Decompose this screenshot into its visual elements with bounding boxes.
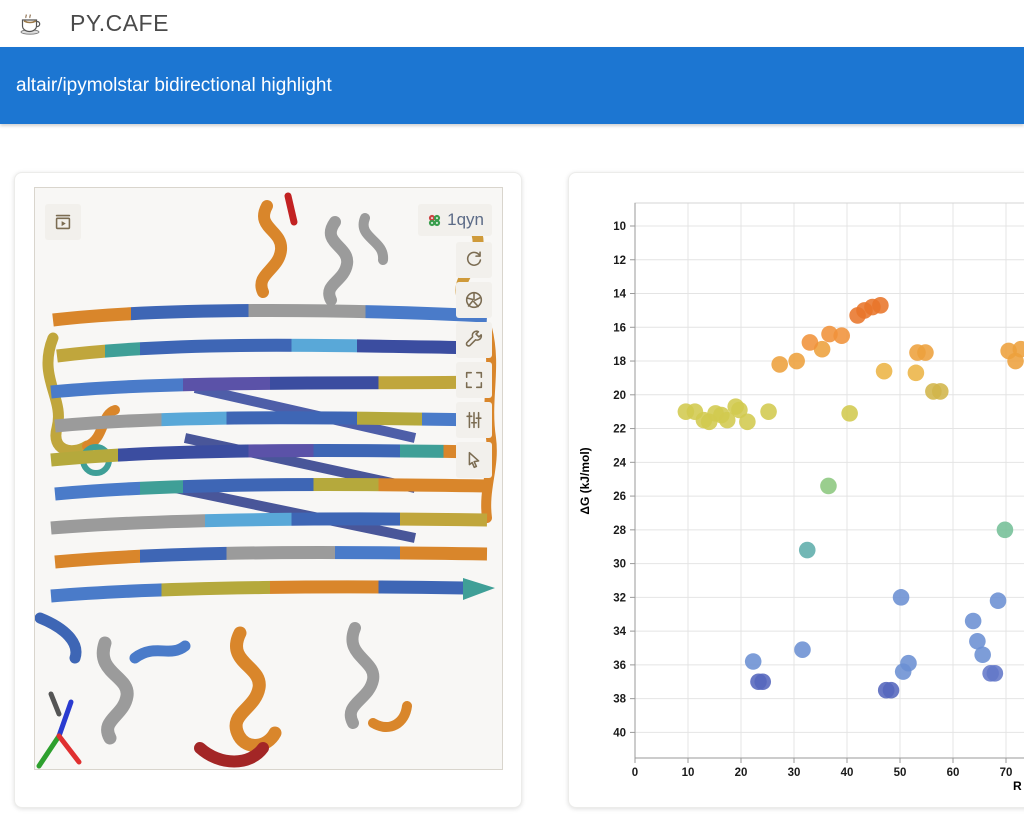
data-point[interactable] bbox=[882, 681, 900, 699]
reset-camera-icon bbox=[466, 251, 482, 266]
app-header: PY.CAFE bbox=[0, 0, 1024, 47]
controls-button[interactable] bbox=[456, 322, 492, 358]
y-tick-label: 30 bbox=[613, 559, 626, 571]
y-tick-label: 34 bbox=[613, 626, 626, 638]
brand-title: PY.CAFE bbox=[70, 10, 169, 36]
settings-button[interactable] bbox=[456, 402, 492, 438]
y-tick-label: 40 bbox=[613, 727, 626, 739]
data-point[interactable] bbox=[788, 352, 805, 370]
screenshot-icon bbox=[465, 291, 483, 309]
data-point[interactable] bbox=[820, 477, 837, 495]
expand-panel-icon bbox=[55, 214, 71, 230]
selection-mode-button[interactable] bbox=[456, 442, 492, 478]
data-point[interactable] bbox=[872, 297, 889, 314]
x-tick-label: 60 bbox=[947, 767, 960, 779]
y-tick-label: 12 bbox=[613, 255, 626, 267]
coffee-cup-icon bbox=[20, 13, 41, 35]
pdb-flower-icon bbox=[429, 214, 441, 226]
data-point[interactable] bbox=[754, 673, 772, 691]
y-tick-label: 28 bbox=[613, 525, 626, 537]
data-point[interactable] bbox=[731, 401, 748, 419]
y-tick-label: 38 bbox=[613, 694, 626, 706]
data-point[interactable] bbox=[892, 589, 910, 606]
data-point[interactable] bbox=[821, 325, 838, 343]
y-tick-label: 24 bbox=[613, 457, 626, 469]
y-tick-label: 36 bbox=[613, 660, 626, 672]
y-tick-label: 14 bbox=[613, 289, 626, 301]
x-tick-label: 70 bbox=[1000, 767, 1013, 779]
data-point[interactable] bbox=[875, 362, 893, 380]
fullscreen-button[interactable] bbox=[456, 362, 492, 398]
altair-chart-card: 0 10 20 30 40 50 60 70 10 12 14 16 18 20 22 24 26 28 30 32 3… bbox=[568, 172, 1024, 808]
data-point[interactable] bbox=[989, 592, 1007, 610]
data-point[interactable] bbox=[986, 665, 1004, 682]
y-tick-label: 22 bbox=[613, 424, 626, 436]
data-point[interactable] bbox=[744, 653, 762, 670]
data-point[interactable] bbox=[917, 344, 934, 361]
viewer-toolbar bbox=[456, 242, 492, 478]
settings-sliders-icon bbox=[466, 411, 482, 429]
x-tick-label: 30 bbox=[788, 767, 801, 779]
data-point[interactable] bbox=[841, 405, 858, 422]
protein-ribbon-canvas[interactable] bbox=[35, 188, 503, 770]
data-point[interactable] bbox=[900, 654, 917, 672]
project-title: altair/ipymolstar bidirectional highligh… bbox=[16, 74, 332, 96]
expand-viewport-icon bbox=[465, 371, 483, 389]
data-point[interactable] bbox=[794, 641, 811, 658]
data-point[interactable] bbox=[718, 411, 736, 429]
y-tick-label: 10 bbox=[613, 221, 626, 233]
y-tick-label: 32 bbox=[613, 592, 626, 604]
data-point[interactable] bbox=[813, 340, 831, 358]
x-tick-label: 0 bbox=[632, 767, 638, 779]
data-point[interactable] bbox=[760, 403, 777, 420]
screenshot-button[interactable] bbox=[456, 282, 492, 318]
data-point[interactable] bbox=[739, 413, 756, 431]
molstar-viewport[interactable]: 1qyn bbox=[34, 187, 503, 770]
data-point[interactable] bbox=[833, 327, 850, 345]
data-point[interactable] bbox=[801, 334, 819, 351]
y-tick-label: 26 bbox=[613, 491, 626, 503]
y-axis-title: ΔG (kJ/mol) bbox=[578, 447, 592, 514]
y-tick-label: 20 bbox=[613, 390, 626, 402]
project-banner: altair/ipymolstar bidirectional highligh… bbox=[0, 47, 1024, 124]
data-point[interactable] bbox=[931, 383, 949, 400]
selection-cursor-icon bbox=[468, 451, 480, 469]
data-point[interactable] bbox=[798, 541, 816, 559]
data-point[interactable] bbox=[974, 646, 991, 664]
data-point[interactable] bbox=[907, 364, 925, 382]
data-point[interactable] bbox=[771, 356, 788, 373]
molstar-viewer-card: 1qyn bbox=[14, 172, 522, 808]
data-point[interactable] bbox=[1012, 340, 1024, 358]
axes-gizmo-icon bbox=[36, 691, 82, 769]
y-tick-label: 18 bbox=[613, 356, 626, 368]
reset-camera-button[interactable] bbox=[456, 242, 492, 278]
x-tick-label: 20 bbox=[735, 767, 748, 779]
scatter-chart[interactable]: 0 10 20 30 40 50 60 70 10 12 14 16 18 20 22 24 26 28 30 32 3… bbox=[569, 173, 1024, 811]
data-point[interactable] bbox=[969, 632, 986, 650]
controls-wrench-icon bbox=[465, 330, 483, 347]
pdb-entry-chip[interactable]: 1qyn bbox=[418, 204, 492, 236]
x-tick-label: 40 bbox=[841, 767, 854, 779]
pdb-id-label: 1qyn bbox=[447, 210, 484, 229]
x-tick-label: 50 bbox=[894, 767, 907, 779]
x-tick-label: 10 bbox=[682, 767, 695, 779]
data-point[interactable] bbox=[996, 521, 1014, 539]
y-tick-label: 16 bbox=[613, 322, 626, 334]
expand-panel-button[interactable] bbox=[45, 204, 81, 240]
data-point[interactable] bbox=[964, 612, 982, 630]
x-axis-title: R bbox=[1013, 779, 1022, 793]
